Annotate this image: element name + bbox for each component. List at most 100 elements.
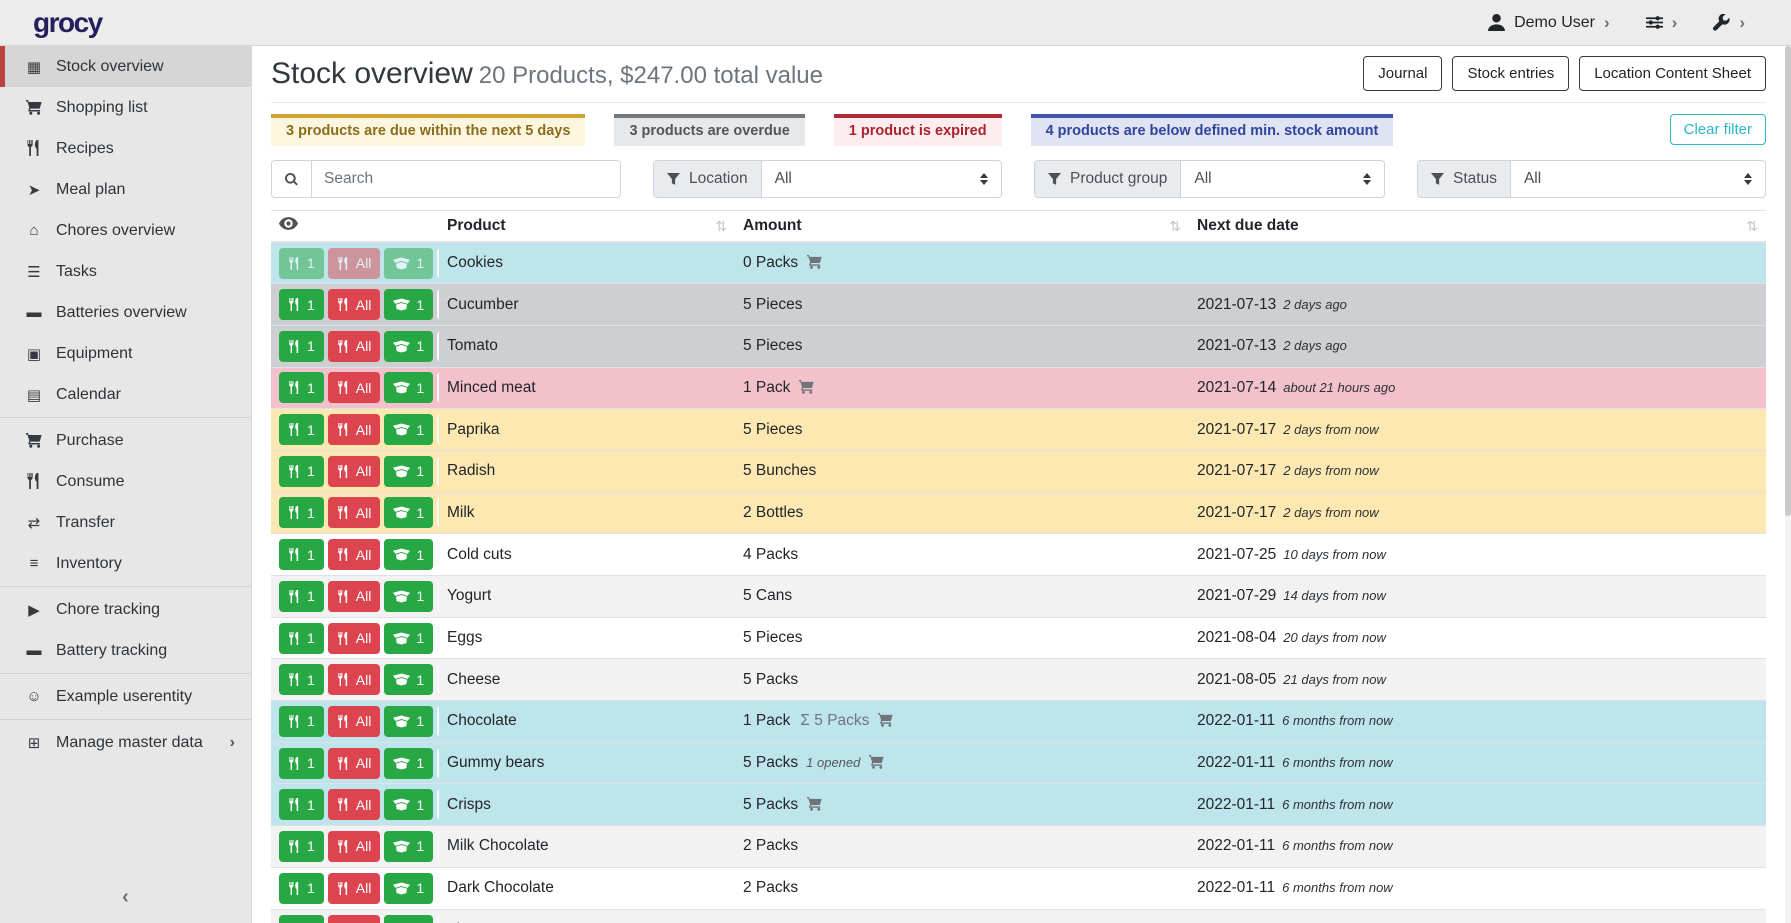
consume-one-button[interactable]: 1 xyxy=(279,414,324,446)
sidebar-item-stock-overview[interactable]: ▦ Stock overview xyxy=(0,46,251,87)
consume-all-button[interactable]: All xyxy=(327,455,381,487)
product-name[interactable]: Cold cuts xyxy=(439,533,735,576)
status-select[interactable]: All xyxy=(1511,161,1765,197)
sidebar-item-manage-master-data[interactable]: ⊞ Manage master data › xyxy=(0,722,251,763)
column-header-next-due-date[interactable]: Next due date ⇅ xyxy=(1189,210,1766,243)
open-one-button[interactable]: 1 xyxy=(384,414,434,446)
sidebar-item-tasks[interactable]: ☰ Tasks xyxy=(0,251,251,292)
scrollbar-thumb[interactable] xyxy=(1785,46,1791,516)
stock-entries-button[interactable]: Stock entries xyxy=(1452,56,1570,91)
consume-all-button[interactable]: All xyxy=(327,789,381,821)
consume-one-button[interactable]: 1 xyxy=(279,289,324,321)
consume-all-button[interactable]: All xyxy=(327,830,381,862)
consume-all-button[interactable]: All xyxy=(327,497,381,529)
sidebar-item-calendar[interactable]: ▤ Calendar xyxy=(0,374,251,415)
row-menu-button[interactable]: ⋮ xyxy=(437,664,439,696)
open-one-button[interactable]: 1 xyxy=(384,372,434,404)
sidebar-item-meal-plan[interactable]: ➤ Meal plan xyxy=(0,169,251,210)
row-menu-button[interactable]: ⋮ xyxy=(437,539,439,571)
row-menu-button[interactable]: ⋮ xyxy=(437,330,439,362)
open-one-button[interactable]: 1 xyxy=(384,455,434,487)
consume-one-button[interactable]: 1 xyxy=(279,747,324,779)
open-one-button[interactable]: 1 xyxy=(384,330,434,362)
consume-all-button[interactable]: All xyxy=(327,664,381,696)
open-one-button[interactable]: 1 xyxy=(384,622,434,654)
clear-filter-button[interactable]: Clear filter xyxy=(1669,114,1766,145)
product-name[interactable]: Cookies xyxy=(439,241,735,284)
location-select[interactable]: All xyxy=(762,161,1001,197)
consume-one-button[interactable]: 1 xyxy=(279,497,324,529)
sidebar-item-chores-overview[interactable]: ⌂ Chores overview xyxy=(0,210,251,251)
consume-one-button[interactable]: 1 xyxy=(279,580,324,612)
consume-all-button[interactable]: All xyxy=(327,289,381,321)
open-one-button[interactable]: 1 xyxy=(384,914,434,923)
column-header-product[interactable]: Product ⇅ xyxy=(439,210,735,243)
open-one-button[interactable]: 1 xyxy=(384,497,434,529)
page-scrollbar[interactable] xyxy=(1785,0,1791,923)
open-one-button[interactable]: 1 xyxy=(384,664,434,696)
banner-overdue[interactable]: 3 products are overdue xyxy=(614,114,805,146)
search-input[interactable] xyxy=(312,161,620,197)
product-name[interactable]: Cucumber xyxy=(439,283,735,326)
admin-menu[interactable]: › xyxy=(1713,14,1745,31)
product-name[interactable]: Radish xyxy=(439,449,735,493)
banner-due-soon[interactable]: 3 products are due within the next 5 day… xyxy=(271,114,586,146)
sort-icon[interactable]: ⇅ xyxy=(1169,217,1181,234)
sort-icon[interactable]: ⇅ xyxy=(1746,217,1758,234)
consume-all-button[interactable]: All xyxy=(327,747,381,779)
consume-all-button[interactable]: All xyxy=(327,872,381,904)
product-name[interactable]: Tomato xyxy=(439,324,735,368)
product-name[interactable]: Minced meat xyxy=(439,366,735,409)
consume-all-button[interactable]: All xyxy=(327,914,381,923)
product-name[interactable]: Yogurt xyxy=(439,575,735,618)
consume-one-button[interactable]: 1 xyxy=(279,872,324,904)
sidebar-item-inventory[interactable]: ≡ Inventory xyxy=(0,543,251,584)
user-menu[interactable]: Demo User › xyxy=(1488,14,1610,32)
open-one-button[interactable]: 1 xyxy=(384,580,434,612)
consume-all-button[interactable]: All xyxy=(327,622,381,654)
consume-one-button[interactable]: 1 xyxy=(279,247,324,279)
product-name[interactable]: Chocolate xyxy=(439,700,735,743)
consume-one-button[interactable]: 1 xyxy=(279,455,324,487)
open-one-button[interactable]: 1 xyxy=(384,705,434,737)
column-header-amount[interactable]: Amount ⇅ xyxy=(735,210,1189,243)
open-one-button[interactable]: 1 xyxy=(384,830,434,862)
row-menu-button[interactable]: ⋮ xyxy=(437,580,439,612)
sidebar-item-battery-tracking[interactable]: ▬ Battery tracking xyxy=(0,630,251,671)
product-name[interactable]: Crisps xyxy=(439,783,735,826)
product-name[interactable]: Flour xyxy=(439,908,735,923)
sidebar-collapse-button[interactable]: ‹ xyxy=(122,886,129,908)
consume-all-button[interactable]: All xyxy=(327,580,381,612)
open-one-button[interactable]: 1 xyxy=(384,289,434,321)
consume-all-button[interactable]: All xyxy=(327,330,381,362)
row-menu-button[interactable]: ⋮ xyxy=(437,747,439,779)
consume-all-button[interactable]: All xyxy=(327,705,381,737)
consume-one-button[interactable]: 1 xyxy=(279,330,324,362)
row-menu-button[interactable]: ⋮ xyxy=(437,830,439,862)
product-name[interactable]: Milk xyxy=(439,491,735,534)
consume-one-button[interactable]: 1 xyxy=(279,622,324,654)
product-name[interactable]: Eggs xyxy=(439,616,735,659)
product-name[interactable]: Gummy bears xyxy=(439,741,735,784)
consume-all-button[interactable]: All xyxy=(327,414,381,446)
consume-one-button[interactable]: 1 xyxy=(279,705,324,737)
consume-one-button[interactable]: 1 xyxy=(279,914,324,923)
product-name[interactable]: Paprika xyxy=(439,408,735,451)
consume-one-button[interactable]: 1 xyxy=(279,789,324,821)
product-name[interactable]: Cheese xyxy=(439,658,735,701)
app-logo[interactable]: grocy xyxy=(33,6,103,38)
sidebar-item-consume[interactable]: Consume xyxy=(0,461,251,502)
sidebar-item-recipes[interactable]: Recipes xyxy=(0,128,251,169)
consume-all-button[interactable]: All xyxy=(327,247,381,279)
product-group-select[interactable]: All xyxy=(1181,161,1384,197)
sidebar-item-purchase[interactable]: Purchase xyxy=(0,420,251,461)
sidebar-item-chore-tracking[interactable]: ▶ Chore tracking xyxy=(0,589,251,630)
open-one-button[interactable]: 1 xyxy=(384,747,434,779)
consume-all-button[interactable]: All xyxy=(327,372,381,404)
sidebar-item-example-userentity[interactable]: ☺ Example userentity xyxy=(0,676,251,717)
visibility-column-header[interactable] xyxy=(271,210,439,243)
consume-one-button[interactable]: 1 xyxy=(279,539,324,571)
open-one-button[interactable]: 1 xyxy=(384,872,434,904)
row-menu-button[interactable]: ⋮ xyxy=(437,247,439,279)
consume-one-button[interactable]: 1 xyxy=(279,664,324,696)
